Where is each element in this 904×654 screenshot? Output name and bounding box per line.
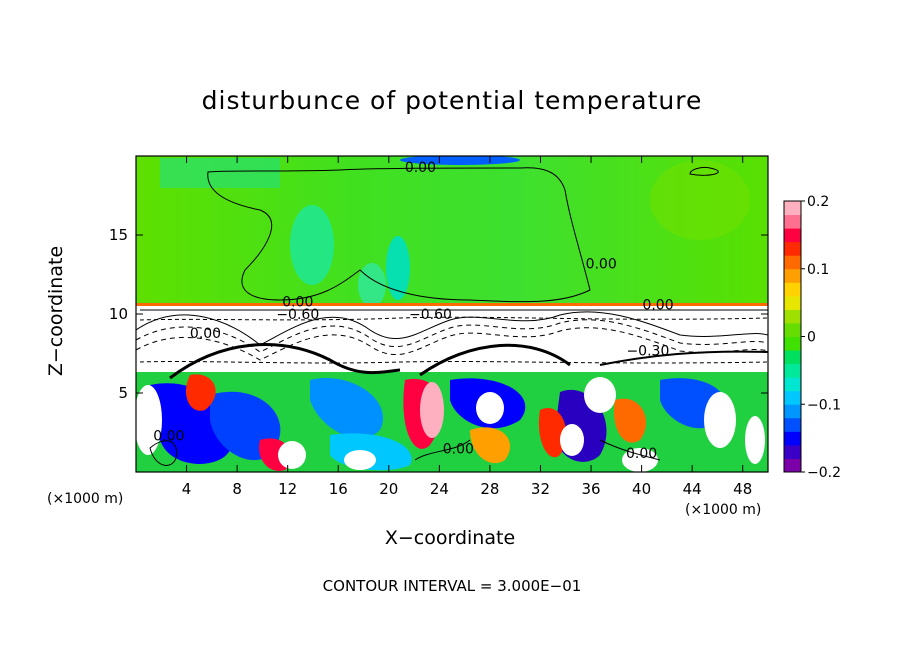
x-tick-label: 40 [632, 480, 651, 498]
x-tick-label: 20 [379, 480, 398, 498]
colorbar-swatch [784, 295, 801, 310]
x-tick-label: 16 [329, 480, 348, 498]
contour-label: −0.30 [626, 343, 669, 359]
colorbar-swatch [784, 417, 801, 432]
contour-label: 0.00 [443, 441, 474, 457]
colorbar-tick-label: −0.2 [807, 465, 841, 481]
contour-label: 0.00 [153, 429, 184, 445]
colorbar-tick-label: −0.1 [807, 397, 841, 413]
colorbar-swatch [784, 255, 801, 270]
contour-interval-note: CONTOUR INTERVAL = 3.000E−01 [322, 577, 582, 595]
chart-title: disturbunce of potential temperature [201, 86, 703, 115]
x-tick-label: 36 [581, 480, 600, 498]
x-tick-label: 28 [480, 480, 499, 498]
x-tick-label: 32 [531, 480, 550, 498]
colorbar-swatch [784, 322, 801, 337]
x-tick-label: 48 [733, 480, 752, 498]
contour-label: 0.00 [586, 256, 617, 272]
colorbar-swatch [784, 336, 801, 351]
colorbar-swatch [784, 201, 801, 216]
x-tick-label: 4 [182, 480, 192, 498]
contour-label: 0.00 [190, 326, 221, 342]
colorbar-swatch [784, 268, 801, 283]
colorbar-swatch [784, 350, 801, 365]
contour-label-layer: 0.000.000.00−0.60 −0.600.000.00−0.300.000… [153, 160, 673, 462]
y-tick-label: 10 [109, 305, 128, 323]
colorbar-swatch [784, 458, 801, 473]
contour-label: 0.00 [282, 294, 313, 310]
x-tick-label: 8 [232, 480, 242, 498]
x-unit-label-left: (×1000 m) [47, 491, 124, 507]
colorbar-swatch [784, 431, 801, 446]
y-tick-label: 5 [118, 384, 128, 402]
y-tick-label: 15 [109, 226, 128, 244]
field-layer [136, 156, 768, 472]
contour-label: −0.60 [409, 307, 452, 323]
colorbar-tick-label: 0.1 [807, 262, 829, 278]
y-axis-label: Z−coordinate [45, 245, 67, 377]
x-tick-label: 24 [430, 480, 449, 498]
colorbar-swatch [784, 390, 801, 405]
colorbar-swatch [784, 309, 801, 324]
contour-label: 0.00 [642, 298, 673, 314]
contour-label: 0.00 [405, 160, 436, 176]
colorbar: −0.2 −0.1 0 0.1 0.2 [783, 194, 841, 481]
contour-lines [136, 167, 768, 466]
colorbar-swatch [784, 241, 801, 256]
colorbar-tick-label: 0.2 [807, 194, 829, 210]
colorbar-swatch [784, 228, 801, 243]
colorbar-swatch [784, 282, 801, 297]
x-tick-label: 44 [683, 480, 702, 498]
colorbar-swatch [784, 363, 801, 378]
colorbar-tick-label: 0 [807, 330, 816, 346]
contour-label: 0.00 [626, 446, 657, 462]
contour-label: −0.60 [276, 307, 319, 323]
x-unit-label-right: (×1000 m) [685, 502, 762, 518]
colorbar-swatch [784, 377, 801, 392]
x-tick-label: 12 [278, 480, 297, 498]
colorbar-swatch [784, 214, 801, 229]
colorbar-swatch [784, 444, 801, 459]
colorbar-swatch [784, 404, 801, 419]
x-axis-label: X−coordinate [384, 527, 516, 549]
